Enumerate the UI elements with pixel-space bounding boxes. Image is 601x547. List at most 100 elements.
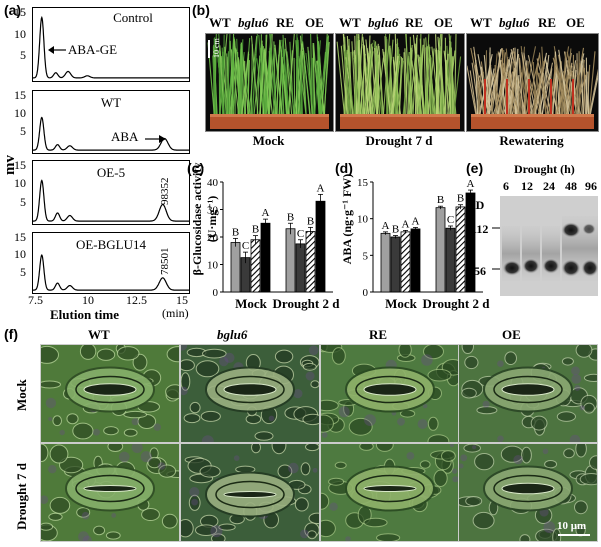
significance-letter: A — [382, 220, 390, 232]
marker-56: 56 — [474, 264, 486, 278]
genotype-label: bglu6 — [238, 15, 269, 30]
genotype-label: OE — [434, 15, 453, 30]
chromatogram-annotation: 78501 — [159, 247, 171, 276]
condition-label: Drought 7 d — [365, 133, 433, 148]
panel-label-c: (c) — [187, 160, 205, 176]
stomata-row-label: Mock — [14, 378, 29, 411]
genotype-label: RE — [405, 15, 424, 30]
panel-label-b: (b) — [192, 2, 210, 18]
chromatogram-title: OE-BGLU14 — [75, 237, 147, 252]
ytick-label: 10 — [207, 260, 219, 272]
significance-letter: A — [467, 178, 475, 190]
significance-letter: A — [402, 218, 410, 230]
significance-letter: B — [252, 224, 259, 236]
bar — [250, 239, 261, 293]
genotype-label: bglu6 — [499, 15, 530, 30]
lane-label: 24 — [543, 179, 555, 193]
stomata-scale-label: 10 μm — [557, 520, 587, 532]
ytick-label: 0 — [213, 287, 219, 299]
stomata-image — [180, 443, 320, 542]
plant-photo-3 — [466, 33, 601, 132]
xtick: 10 — [82, 293, 94, 307]
bar — [445, 227, 456, 293]
xtick: 15 — [176, 293, 188, 307]
genotype-label: WT — [209, 15, 231, 30]
lane-label: 12 — [521, 179, 533, 193]
arrow-icon — [48, 46, 66, 54]
ytick-label: 5 — [363, 250, 369, 262]
bar — [315, 200, 326, 293]
significance-letter: C — [297, 228, 304, 240]
ytick-label: 20 — [207, 232, 219, 244]
ytick: 10 — [14, 247, 26, 261]
bar — [390, 236, 401, 293]
panel-e-unit: kD — [469, 198, 485, 212]
significance-letter: A — [412, 215, 420, 227]
ytick: 10 — [14, 176, 26, 191]
stomata-column-label: RE — [369, 327, 388, 342]
chromatogram-3: OE-5 98352 — [32, 160, 190, 225]
genotype-label: OE — [305, 15, 324, 30]
marker-112: 112 — [471, 222, 489, 236]
significance-letter: A — [262, 207, 270, 219]
ytick: 15 — [14, 87, 26, 102]
chromatogram-title: WT — [100, 95, 122, 110]
ytick: 10 — [14, 105, 26, 120]
scale-bar — [208, 40, 210, 58]
lane-label: 48 — [565, 179, 577, 193]
genotype-label: RE — [538, 15, 557, 30]
chromatogram-annotation: ABA — [111, 129, 139, 144]
chromatogram-4: OE-BGLU14 78501 — [32, 232, 190, 294]
significance-letter: A — [317, 182, 325, 194]
genotype-label: OE — [566, 15, 585, 30]
stomata-image — [320, 344, 460, 443]
genotype-label: WT — [339, 15, 361, 30]
bar — [305, 231, 316, 293]
panel-label-e: (e) — [466, 160, 484, 176]
ytick-label: 0 — [363, 287, 369, 299]
genotype-label: bglu6 — [368, 15, 399, 30]
ytick: 5 — [20, 123, 26, 138]
significance-letter: B — [287, 211, 294, 223]
bar — [455, 206, 466, 293]
lane-label: 96 — [585, 179, 597, 193]
significance-letter: B — [232, 226, 239, 238]
bar — [295, 243, 306, 293]
ytick: 5 — [20, 48, 26, 63]
category-label: Mock — [385, 296, 418, 311]
stomata-column-label: WT — [88, 327, 110, 342]
scale-label: 10 cm — [212, 38, 221, 58]
chromatogram-2: WT ABA — [32, 90, 190, 154]
stomata-column-label: bglu6 — [217, 327, 248, 342]
condition-label: Rewatering — [499, 133, 564, 148]
panel-label-d: (d) — [335, 160, 353, 176]
panel-label-f: (f) — [4, 326, 18, 342]
chromatogram-annotation: ABA-GE — [68, 42, 118, 57]
ytick-label: 40 — [207, 177, 219, 189]
lane-label: 6 — [503, 179, 509, 193]
significance-letter: B — [307, 215, 314, 227]
chromatogram-annotation: 98352 — [159, 177, 171, 206]
stomata-image — [180, 344, 320, 443]
significance-letter: B — [392, 224, 399, 236]
genotype-label: RE — [276, 15, 295, 30]
chromatogram-title: OE-5 — [96, 165, 126, 180]
xtick: 12.5 — [126, 293, 147, 307]
stomata-row-label: Drought 7 d — [14, 462, 29, 530]
chromatogram-1: Control ABA-GE — [32, 7, 190, 82]
category-label: Drought 2 d — [273, 296, 341, 311]
significance-letter: B — [437, 194, 444, 206]
stomata-image — [40, 344, 180, 443]
stomata-image — [458, 443, 598, 542]
western-blot — [500, 196, 598, 296]
panel-e-title: Drought (h) — [514, 162, 575, 176]
significance-letter: C — [447, 214, 454, 226]
category-label: Drought 2 d — [423, 296, 491, 311]
condition-label: Mock — [252, 133, 285, 148]
bar — [380, 232, 391, 293]
ytick: 15 — [14, 5, 26, 20]
bar — [260, 222, 271, 293]
stomata-scale-bar — [558, 534, 590, 536]
